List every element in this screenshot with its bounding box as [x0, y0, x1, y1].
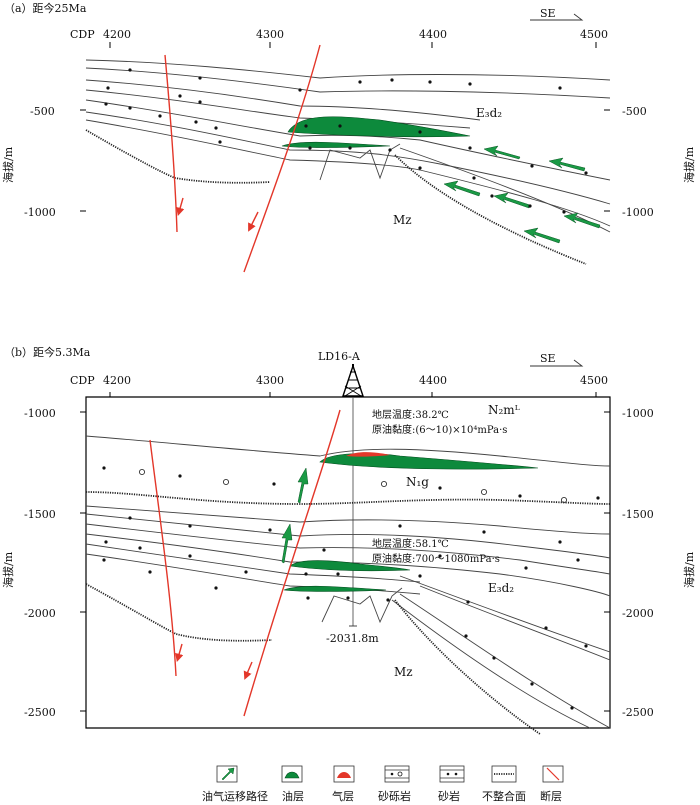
direction-label: SE: [540, 352, 556, 365]
cdp-label: CDP: [70, 28, 95, 41]
sandstone-dots: [102, 466, 600, 710]
unconformity-icon: [491, 765, 517, 783]
legend-label: 油层: [282, 789, 304, 803]
sandstone-dots: [104, 68, 588, 214]
panel-a-title: （a）距今25Ma: [4, 1, 87, 15]
unit-label: Mz: [394, 665, 413, 679]
y-axis-label-left: 海拔/m: [1, 146, 15, 183]
migration-arrows: [443, 145, 601, 244]
unconformity-line: [394, 154, 587, 265]
y-tick-left: -1000: [24, 407, 56, 420]
fault-line: [164, 54, 178, 233]
unit-label: Mz: [393, 213, 412, 227]
legend-label: 不整合面: [482, 789, 526, 803]
migration-arrows: [281, 467, 309, 564]
fault-slip-arrow: [175, 643, 184, 663]
fault-line: [149, 439, 177, 677]
direction-label: SE: [540, 7, 556, 20]
y-axis-label-right: 海拔/m: [682, 146, 696, 183]
y-tick-right: -2500: [622, 706, 654, 719]
fault-slip-arrow: [243, 661, 253, 680]
sandstone-icon: [439, 765, 465, 783]
unit-label: E₃d₂: [488, 581, 514, 595]
cdp-tick: 4400: [419, 374, 447, 387]
fault-slip-arrow: [176, 197, 185, 217]
cdp-tick: 4200: [103, 374, 131, 387]
unconformity-line: [85, 129, 271, 184]
unit-label: E₃d₂: [476, 106, 502, 120]
oil-layer: [281, 141, 391, 148]
y-tick-left: -500: [30, 105, 55, 118]
y-tick-left: -1500: [24, 508, 56, 521]
cdp-tick: 4400: [419, 28, 447, 41]
legend-label: 油气运移路径: [202, 789, 268, 803]
gravel-circles: [138, 468, 568, 504]
gas-layer: [346, 452, 390, 457]
basement-fault-blocks: [321, 587, 403, 624]
fault-slip-arrow: [248, 211, 259, 232]
unconformity-line: [85, 583, 273, 642]
panel-a: （a）距今25Ma CDP 4200 4300 4400 4500 SE -50…: [1, 1, 696, 273]
fault-line: [243, 44, 321, 273]
fault-icon: [542, 765, 564, 783]
y-tick-right: -1500: [622, 508, 654, 521]
cdp-tick: 4500: [580, 28, 608, 41]
legend-label: 气层: [332, 789, 354, 803]
cdp-tick: 4300: [256, 374, 284, 387]
unit-label: N₂mᴸ: [488, 403, 520, 417]
oil-layer: [287, 116, 471, 138]
y-tick-left: -2000: [24, 607, 56, 620]
reservoir-annotation: 地层温度:58.1℃: [372, 537, 449, 550]
se-direction-arrow: SE: [530, 352, 584, 367]
gas-layer-icon: [333, 765, 355, 783]
panel-b: （b）距今5.3Ma LD16-A CDP 4200 4300 4400 450…: [1, 345, 696, 735]
depth-marker: -2031.8m: [326, 632, 379, 645]
legend-label: 砂砾岩: [378, 789, 411, 803]
well-name: LD16-A: [318, 350, 361, 363]
y-tick-right: -1000: [622, 407, 654, 420]
reservoir-annotation: 原油黏度:(6～10)×10⁴mPa·s: [372, 423, 507, 436]
cdp-label: CDP: [70, 374, 95, 387]
y-tick-right: -500: [622, 105, 647, 118]
reservoir-annotation: 原油黏度:700～1080mPa·s: [372, 552, 500, 565]
cdp-tick: 4200: [103, 28, 131, 41]
y-axis-label-left: 海拔/m: [1, 551, 15, 588]
panel-b-title: （b）距今5.3Ma: [4, 345, 91, 359]
reservoir-annotation: 地层温度:38.2℃: [372, 408, 449, 421]
legend: 油气运移路径 油层 气层 砂砾岩 砂岩 不整合面 断层: [202, 765, 564, 803]
unit-label: N₁g: [406, 475, 429, 489]
se-direction-arrow: SE: [530, 7, 584, 21]
gravel-sandstone-icon: [384, 765, 410, 783]
cdp-tick: 4500: [580, 374, 608, 387]
oil-layer: [289, 560, 411, 572]
unconformity-line: [394, 599, 541, 735]
green-arrow-icon: [216, 765, 238, 783]
y-tick-left: -2500: [24, 706, 56, 719]
cdp-tick: 4300: [256, 28, 284, 41]
legend-label: 断层: [540, 789, 562, 803]
unconformity-line: [85, 491, 611, 505]
oil-layer-icon: [281, 765, 303, 783]
y-tick-left: -1000: [24, 206, 56, 219]
y-tick-right: -1000: [622, 206, 654, 219]
y-axis-label-right: 海拔/m: [682, 551, 696, 588]
legend-label: 砂岩: [438, 789, 460, 803]
well-derrick-icon: [342, 363, 364, 397]
fault-line: [243, 409, 341, 717]
oil-layer: [283, 585, 387, 592]
y-tick-right: -2000: [622, 607, 654, 620]
